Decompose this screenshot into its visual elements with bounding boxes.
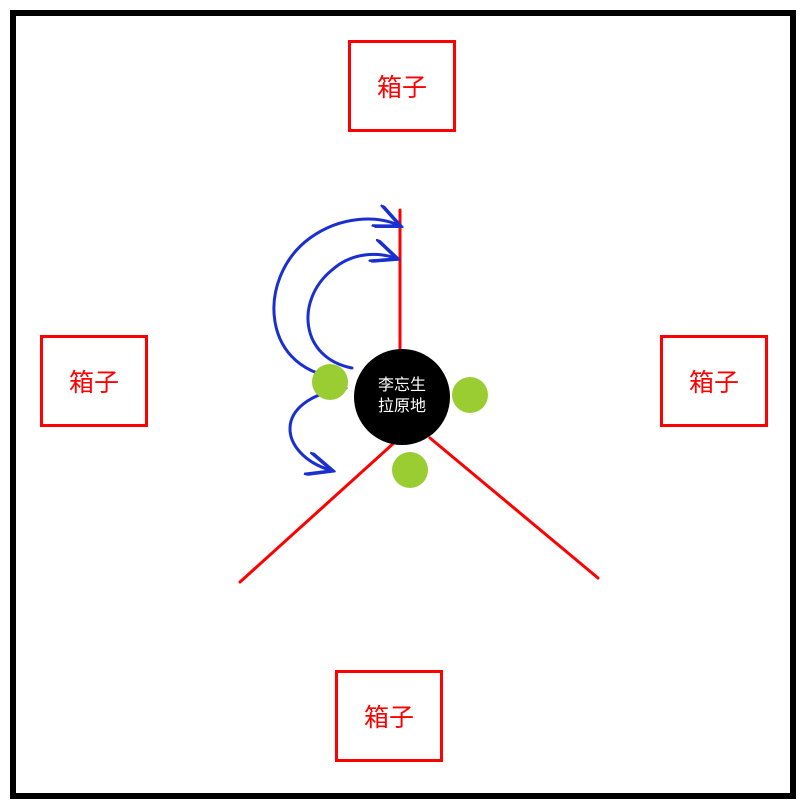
- green-dot-2: [392, 452, 428, 488]
- center-node: 李忘生 拉原地: [354, 349, 450, 445]
- box-bottom: 箱子: [335, 670, 443, 762]
- box-left: 箱子: [40, 335, 148, 427]
- box-label-right: 箱子: [689, 363, 739, 399]
- box-right: 箱子: [660, 335, 768, 427]
- box-label-left: 箱子: [69, 363, 119, 399]
- box-label-top: 箱子: [377, 68, 427, 104]
- green-dot-0: [312, 364, 348, 400]
- center-line1: 李忘生: [378, 376, 426, 397]
- green-dot-1: [452, 377, 488, 413]
- box-top: 箱子: [348, 40, 456, 132]
- center-line2: 拉原地: [378, 397, 426, 418]
- box-label-bottom: 箱子: [364, 698, 414, 734]
